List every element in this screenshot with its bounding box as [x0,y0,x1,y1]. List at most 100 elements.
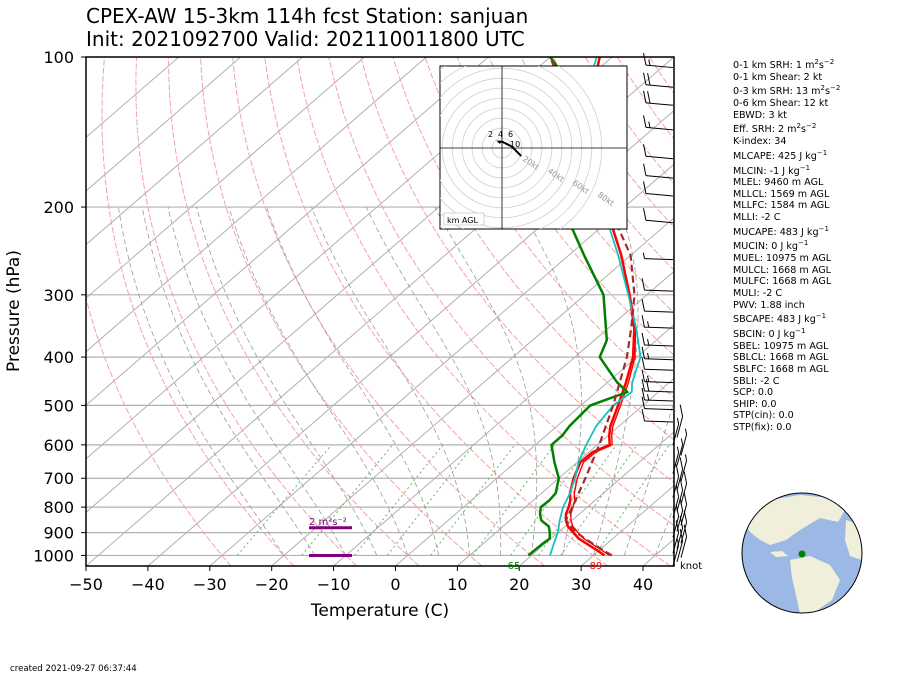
param-row: MULI: -2 C [733,288,783,299]
wind-barb-shaft [680,483,688,505]
wind-barb [672,446,680,474]
wind-barb-flag [643,144,647,157]
wind-barb [642,252,674,261]
wind-barb-shaft [644,408,674,411]
dry-adiabat [296,57,671,566]
wind-barb-shaft [645,155,674,160]
param-row: SBLCL: 1668 m AGL [733,352,829,364]
wind-barb-shaft [672,452,680,474]
wind-barb-shaft [644,258,674,261]
dry-adiabat [360,57,674,484]
wind-barb-flag [641,315,645,328]
moist-adiabat [311,206,470,556]
y-tick-label: 700 [43,469,74,488]
wind-barb-flag [647,352,650,360]
wind-barb-flag [641,378,645,392]
wind-barb [672,417,680,445]
dry-adiabat [392,57,674,441]
wind-barb [672,484,680,518]
wind-barb-flag [679,478,684,491]
wind-barb-flag [676,446,680,453]
dry-adiabat [168,57,420,566]
sounding-parameters: 0-1 km SRH: 1 m2s−2 0-1 km Shear: 2 kt 0-3… [733,57,840,434]
wind-barb-shaft [676,540,684,562]
moist-adiabat [266,206,439,556]
dry-adiabat [488,57,674,314]
background-lines [86,57,674,566]
wind-barb-flag [641,332,645,346]
dry-adiabat [200,57,483,566]
param-row: MUCIN: 0 J kg−1 [733,239,809,253]
wind-barb-shaft [644,326,674,329]
param-row: MLCIN: -1 J kg−1 [733,163,811,177]
isotherm-line [518,431,674,566]
dry-adiabat [328,57,674,526]
y-tick-label: 200 [43,198,74,217]
wind-barb-shaft [672,516,680,538]
isotherm-line [86,57,427,353]
dry-adiabat [456,57,674,356]
isotherm-line [333,270,674,566]
y-axis-label: Pressure (hPa) [4,250,24,372]
mixing-ratio-line [594,444,670,556]
param-row: MLLFC: 1584 m AGL [733,200,830,212]
chart-title: CPEX-AW 15-3km 114h fcst Station: sanjua… [86,4,529,28]
wind-barb-flag [643,115,647,128]
param-row: SBEL: 10975 m AGL [733,340,829,352]
wind-barb-flag [643,208,647,221]
wind-barb-flag [643,181,647,194]
wind-barb-flag [647,321,650,328]
hodograph-height-label: 4 [498,130,503,139]
param-row: MLEL: 9460 m AGL [733,177,824,189]
wind-barb-flag [683,471,688,484]
globe-north-america [742,495,845,545]
barb-unit-label: knot [680,561,702,572]
isotherm-line [209,163,674,566]
hodograph-height-label: 10 [510,140,520,149]
dry-adiabat [101,57,295,566]
globe-map [741,492,863,614]
wind-barb-flag [647,339,650,346]
isotherm-line [147,109,674,566]
param-row: MLLI: -2 C [733,212,781,224]
wind-barb [641,369,674,384]
dry-adiabat [264,57,608,566]
plot-frame [85,56,675,567]
wind-barb-flag [680,438,684,445]
wind-barb-flag [684,428,688,435]
param-row: SCP: 0.0 [733,387,774,399]
isotherm-line [86,57,489,406]
wind-barb [643,163,674,179]
hodograph-trace [496,140,522,157]
wind-barb-flag [679,498,684,511]
wind-barbs [641,53,688,567]
param-row: MLCAPE: 425 J kg−1 [733,148,828,162]
param-row: MULFC: 1668 m AGL [733,276,832,288]
moist-adiabat [519,206,582,556]
wind-barb [680,454,688,482]
param-row: 0-6 km Shear: 12 kt [733,98,829,110]
station-marker [798,550,806,558]
isotherm-line [271,217,674,566]
wind-barb-flag [641,396,645,409]
globe-south-america [790,556,840,613]
wind-barb-flag [679,457,684,470]
wind-barb [641,332,674,347]
wind-barb [641,357,674,371]
isotherm-line [86,57,365,299]
moist-adiabat [141,206,316,556]
moist-adiabat [623,400,674,556]
x-tick-label: −30 [193,575,227,594]
globe-outline [741,492,863,614]
param-row: MULCL: 1668 m AGL [733,264,832,276]
wind-barb-shaft [676,510,684,532]
surface-temperature-label: 89 [590,561,603,572]
wind-barb [643,144,674,160]
hodograph-height-label: 6 [508,130,513,139]
param-row: SBLI: -2 C [733,375,780,387]
wind-barb-flag [683,492,688,505]
mixing-ratio-line [236,444,332,556]
wind-barb-shaft [676,416,684,438]
wind-barb [641,378,674,393]
wind-barb-flag [675,464,680,477]
